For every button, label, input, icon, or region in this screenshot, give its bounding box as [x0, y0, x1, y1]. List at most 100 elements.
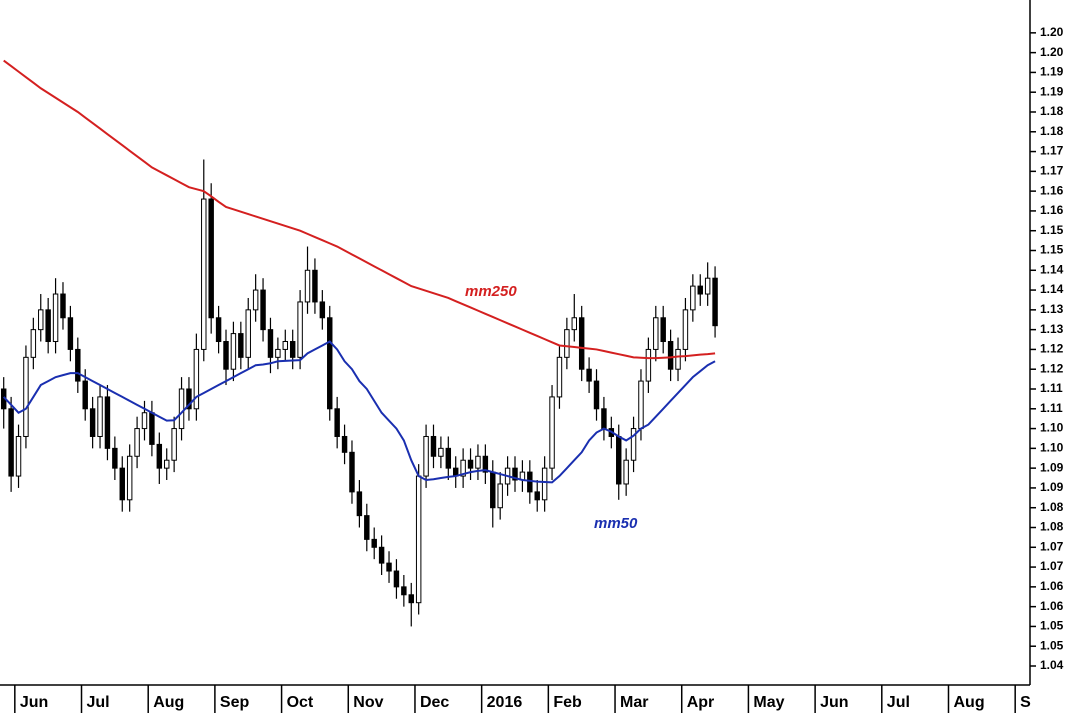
candle-body [704, 277, 711, 295]
candle-body [15, 435, 22, 477]
candle-body [623, 459, 629, 485]
candle-body [119, 467, 125, 501]
candle-body [341, 435, 348, 453]
candle-body [238, 333, 244, 358]
candle-body [697, 285, 703, 295]
y-tick-label: 1.18 [1040, 124, 1064, 138]
x-tick-label: Sep [220, 694, 250, 711]
candle-body [593, 380, 600, 410]
candle-body [60, 293, 66, 319]
candle-body [201, 198, 207, 350]
candle-body [497, 483, 503, 509]
candle-body [653, 317, 659, 350]
candle-body [97, 396, 103, 437]
x-tick-label: May [753, 694, 784, 711]
candle-body [415, 475, 422, 604]
y-tick-label: 1.19 [1040, 65, 1064, 79]
x-tick-label: S [1020, 694, 1031, 711]
candle-body [327, 317, 333, 410]
y-tick-label: 1.06 [1040, 599, 1064, 613]
candle-body [667, 341, 674, 370]
candle-body [126, 455, 133, 501]
candle-body [638, 380, 644, 430]
candle-body [319, 301, 326, 319]
candle-body [52, 293, 59, 343]
candle-body [178, 388, 185, 430]
x-tick-label: Jul [887, 694, 910, 711]
y-tick-label: 1.14 [1040, 282, 1064, 296]
line-annotation: mm250 [465, 283, 517, 300]
y-tick-label: 1.11 [1040, 381, 1063, 395]
candle-body [23, 356, 29, 437]
candle-body [386, 562, 392, 572]
candle-body [393, 570, 400, 588]
y-tick-label: 1.12 [1040, 342, 1064, 356]
candle-body [75, 348, 81, 382]
y-tick-label: 1.08 [1040, 520, 1064, 534]
candle-body [564, 329, 570, 358]
candle-body [378, 546, 385, 564]
candle-body [475, 455, 481, 469]
y-tick-label: 1.20 [1040, 25, 1064, 39]
y-tick-label: 1.12 [1040, 361, 1064, 375]
y-tick-label: 1.06 [1040, 579, 1064, 593]
candle-body [682, 309, 689, 350]
candle-body [275, 348, 281, 358]
y-tick-label: 1.17 [1040, 144, 1064, 158]
candle-body [186, 388, 192, 410]
candle-body [364, 515, 370, 540]
y-tick-label: 1.15 [1040, 243, 1064, 257]
y-tick-label: 1.13 [1040, 302, 1064, 316]
candle-body [512, 467, 518, 481]
candle-body [282, 341, 289, 350]
y-tick-label: 1.16 [1040, 183, 1064, 197]
candle-body [527, 471, 533, 493]
candle-body [423, 435, 429, 477]
y-tick-label: 1.11 [1040, 401, 1063, 415]
y-tick-label: 1.15 [1040, 223, 1064, 237]
candle-body [134, 428, 140, 457]
candle-body [660, 317, 666, 343]
candle-body [215, 317, 222, 343]
x-tick-label: Aug [953, 694, 984, 711]
candle-body [534, 491, 540, 501]
y-tick-label: 1.08 [1040, 500, 1064, 514]
x-tick-label: Oct [287, 694, 314, 711]
candle-body [438, 447, 444, 457]
x-tick-label: Apr [687, 694, 715, 711]
candle-body [482, 455, 489, 473]
y-tick-label: 1.13 [1040, 322, 1064, 336]
candle-body [230, 333, 237, 370]
candle-body [541, 467, 548, 501]
candle-body [304, 269, 311, 303]
candle-body [460, 459, 466, 477]
y-tick-label: 1.10 [1040, 441, 1064, 455]
candle-body [334, 408, 340, 437]
moving-average-line [2, 340, 716, 484]
candle-body [149, 412, 155, 445]
candle-body [223, 341, 229, 370]
candle-body [401, 586, 407, 596]
candle-body [30, 329, 37, 358]
candle-body [690, 285, 696, 311]
y-tick-label: 1.05 [1040, 638, 1064, 652]
candle-body [104, 396, 111, 449]
candle-body [312, 269, 318, 303]
line-annotation: mm50 [594, 515, 638, 532]
candle-body [193, 348, 200, 410]
candle-body [112, 447, 118, 469]
candle-body [601, 408, 607, 430]
candle-body [141, 412, 148, 430]
candle-body [571, 317, 578, 331]
x-tick-label: Jul [87, 694, 110, 711]
candle-body [208, 198, 214, 319]
x-tick-label: Dec [420, 694, 449, 711]
candle-body [156, 443, 163, 469]
y-tick-label: 1.07 [1040, 559, 1064, 573]
y-tick-label: 1.09 [1040, 480, 1064, 494]
candle-body [675, 348, 681, 370]
y-tick-label: 1.07 [1040, 539, 1064, 553]
candle-body [260, 289, 266, 331]
